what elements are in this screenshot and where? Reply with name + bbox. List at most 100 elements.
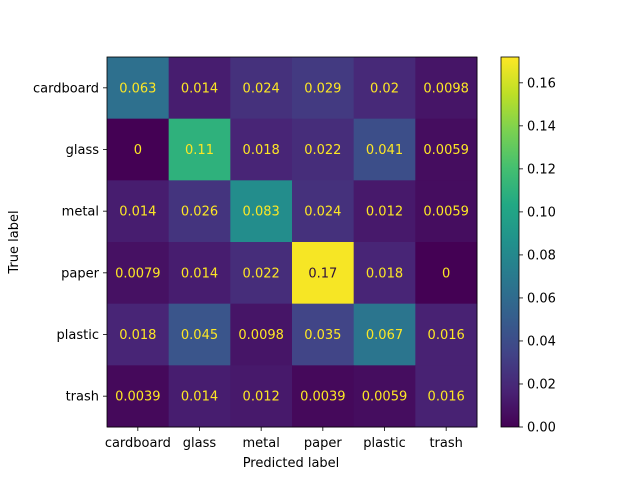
colorbar-frame xyxy=(500,56,520,428)
x-axis-label: Predicted label xyxy=(243,456,340,471)
heatmap-cell xyxy=(107,303,170,366)
y-tick-label: paper xyxy=(61,266,99,281)
heatmap-cell xyxy=(168,118,231,181)
cell-value-label: 0.0039 xyxy=(115,390,161,405)
y-tick-label: metal xyxy=(62,205,99,220)
cell-value-label: 0.024 xyxy=(243,81,280,96)
colorbar-tick-label: 0.00 xyxy=(527,421,556,436)
heatmap-cell xyxy=(292,365,355,428)
cell-value-label: 0.018 xyxy=(366,266,403,281)
cell-value-labels: 0.063 0.014 0.024 0.029 0.02 0.0098 0 0.11 0.018… xyxy=(115,81,469,404)
heatmap-cell xyxy=(415,303,478,366)
cell-value-label: 0.17 xyxy=(308,266,337,281)
heatmap-cell xyxy=(230,57,293,120)
y-axis-label: True label xyxy=(7,210,22,274)
heatmap-cell xyxy=(107,365,170,428)
heatmap-cell xyxy=(353,57,416,120)
heatmap-cell xyxy=(230,242,293,305)
cell-value-label: 0.02 xyxy=(370,81,399,96)
plot-frame xyxy=(106,56,478,428)
y-tick-label: trash xyxy=(66,390,99,405)
cell-value-label: 0.018 xyxy=(119,328,156,343)
colorbar-tick-label: 0.12 xyxy=(527,162,556,177)
y-tick-label: cardboard xyxy=(33,81,99,96)
colorbar-tick-label: 0.14 xyxy=(527,119,556,134)
heatmap-cell xyxy=(415,118,478,181)
x-tick-label: cardboard xyxy=(105,436,171,451)
x-tick-label: metal xyxy=(242,436,279,451)
cell-value-label: 0.014 xyxy=(181,81,218,96)
heatmap-cell xyxy=(353,365,416,428)
heatmap-cell xyxy=(415,365,478,428)
cell-value-label: 0.016 xyxy=(428,328,465,343)
cell-value-label: 0.0098 xyxy=(238,328,284,343)
colorbar-tick-label: 0.02 xyxy=(527,377,556,392)
cell-value-label: 0.067 xyxy=(366,328,403,343)
colorbar-tick-label: 0.10 xyxy=(527,205,556,220)
cell-value-label: 0.0059 xyxy=(423,205,469,220)
x-tick-label: paper xyxy=(304,436,342,451)
colorbar-tick-label: 0.08 xyxy=(527,248,556,263)
colorbar: 0.00 0.02 0.04 0.06 0.08 0.10 0.12 0.14 0.16 xyxy=(500,56,556,436)
heatmap-cell xyxy=(292,303,355,366)
cell-value-label: 0.024 xyxy=(304,205,341,220)
cell-value-label: 0.0039 xyxy=(300,390,346,405)
y-tick-label: glass xyxy=(66,143,100,158)
colorbar-tick-label: 0.04 xyxy=(527,334,556,349)
heatmap-cell xyxy=(107,180,170,243)
heatmap-cell xyxy=(168,303,231,366)
heatmap-cell xyxy=(168,180,231,243)
heatmap-cell xyxy=(292,118,355,181)
heatmap-cell xyxy=(353,118,416,181)
cell-value-label: 0.022 xyxy=(243,266,280,281)
cell-value-label: 0.11 xyxy=(185,143,214,158)
cell-value-label: 0.0059 xyxy=(423,143,469,158)
heatmap-cell xyxy=(415,57,478,120)
cell-value-label: 0 xyxy=(134,143,142,158)
heatmap-cells xyxy=(107,57,478,428)
cell-value-label: 0.016 xyxy=(428,390,465,405)
x-tick-label: plastic xyxy=(363,436,405,451)
heatmap-cell xyxy=(230,180,293,243)
heatmap-cell xyxy=(353,303,416,366)
heatmap-cell xyxy=(353,242,416,305)
heatmap-cell xyxy=(168,242,231,305)
heatmap-cell xyxy=(292,57,355,120)
x-tick-label: trash xyxy=(429,436,462,451)
heatmap-cell xyxy=(107,242,170,305)
heatmap-cell xyxy=(168,57,231,120)
cell-value-label: 0.022 xyxy=(304,143,341,158)
y-tick-label: plastic xyxy=(57,328,99,343)
cell-value-label: 0.045 xyxy=(181,328,218,343)
heatmap-cell xyxy=(292,180,355,243)
cell-value-label: 0.029 xyxy=(304,81,341,96)
cell-value-label: 0.018 xyxy=(243,143,280,158)
colorbar-tick-label: 0.06 xyxy=(527,291,556,306)
cell-value-label: 0.0059 xyxy=(362,390,408,405)
colorbar-gradient xyxy=(501,57,519,427)
axes: cardboard glass metal paper plastic trash card… xyxy=(33,56,478,451)
cell-value-label: 0.012 xyxy=(366,205,403,220)
x-tick-label: glass xyxy=(183,436,217,451)
heatmap-cell xyxy=(230,118,293,181)
cell-value-label: 0.012 xyxy=(243,390,280,405)
cell-value-label: 0.026 xyxy=(181,205,218,220)
cell-value-label: 0.041 xyxy=(366,143,403,158)
cell-value-label: 0.063 xyxy=(119,81,156,96)
cell-value-label: 0 xyxy=(442,266,450,281)
cell-value-label: 0.035 xyxy=(304,328,341,343)
heatmap-cell xyxy=(107,118,170,181)
cell-value-label: 0.014 xyxy=(181,390,218,405)
heatmap-cell xyxy=(230,365,293,428)
cell-value-label: 0.014 xyxy=(181,266,218,281)
heatmap-cell xyxy=(415,242,478,305)
cell-value-label: 0.0079 xyxy=(115,266,161,281)
cell-value-label: 0.0098 xyxy=(423,81,469,96)
heatmap-cell xyxy=(107,57,170,120)
heatmap-cell xyxy=(168,365,231,428)
heatmap-cell xyxy=(230,303,293,366)
colorbar-tick-label: 0.16 xyxy=(527,76,556,91)
heatmap-cell xyxy=(415,180,478,243)
